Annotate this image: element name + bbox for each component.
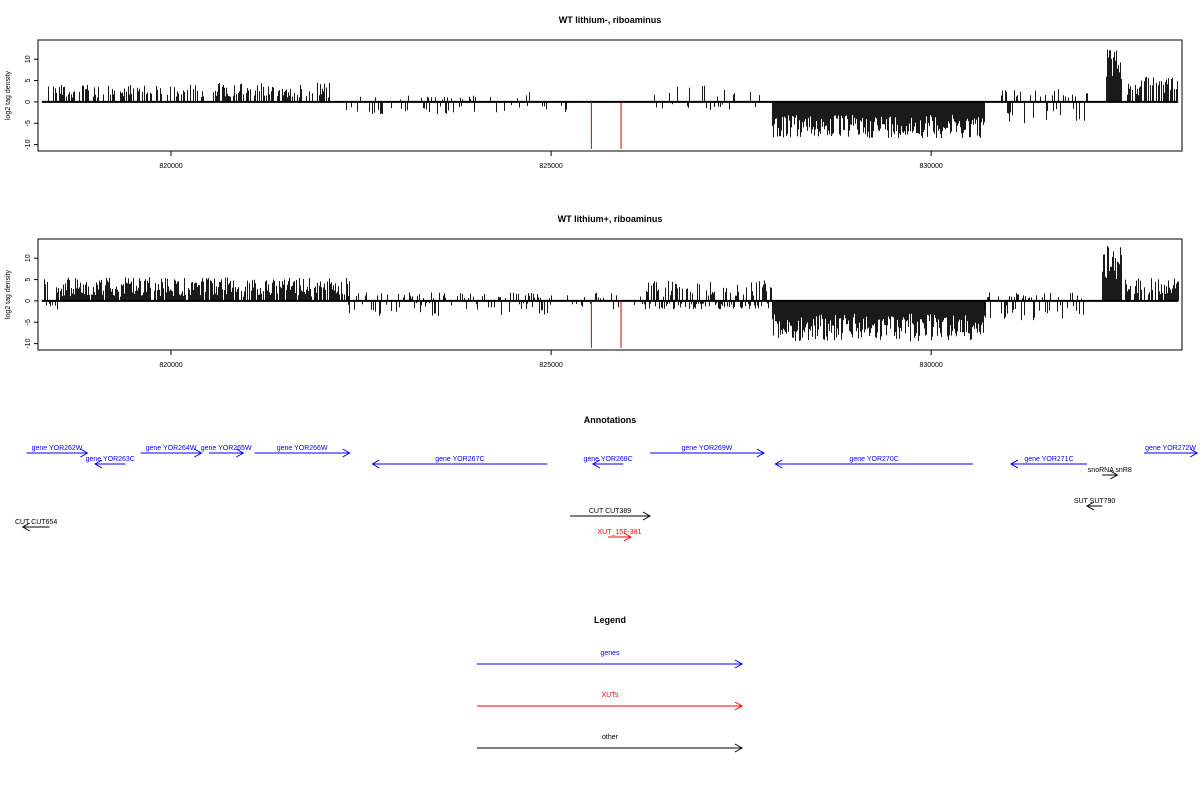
- legend-item: XUTs: [477, 692, 744, 711]
- density-panel: WT lithium+, riboaminus log2 tag density 1…: [5, 214, 1183, 369]
- density-bars: [48, 49, 1178, 139]
- feature-label: XUT_15F-381: [598, 529, 642, 536]
- feature-label: gene YOR272W: [1145, 445, 1196, 452]
- arrow-head: [734, 743, 744, 753]
- legend-item: other: [477, 734, 744, 753]
- feature-label: gene YOR265W: [201, 445, 252, 452]
- arrow-head: [21, 522, 31, 532]
- arrow-head: [80, 448, 89, 458]
- density-panel: WT lithium-, riboaminus log2 tag density 1…: [5, 15, 1183, 170]
- y-tick-label: 10: [25, 254, 32, 262]
- feature-label: CUT CUT654: [15, 519, 57, 526]
- arrow-head: [591, 459, 601, 469]
- y-tick-label: -5: [25, 319, 32, 325]
- y-tick-label: -10: [25, 338, 32, 348]
- y-tick-label: 5: [25, 79, 32, 83]
- feature-gene: gene YOR265W: [201, 445, 252, 458]
- feature-label: snoRNA snR8: [1088, 467, 1132, 474]
- arrow-head: [342, 448, 351, 458]
- plot-frame: [37, 39, 1183, 152]
- legend-item: genes: [477, 650, 744, 669]
- arrow-head: [642, 511, 651, 521]
- x-tick-label: 825000: [539, 362, 562, 369]
- feature-gene: gene YOR267C: [371, 456, 548, 469]
- x-tick-label: 820000: [159, 362, 182, 369]
- legend: Legend genes XUTs other: [477, 615, 744, 753]
- arrow-head: [235, 448, 245, 458]
- feature-gene: gene YOR272W: [1143, 445, 1199, 458]
- arrow-head: [756, 448, 765, 458]
- feature-label: gene YOR262W: [32, 445, 83, 452]
- feature-gene: gene YOR263C: [86, 456, 135, 469]
- feature-label: CUT CUT389: [589, 508, 631, 515]
- feature-gene: gene YOR268C: [583, 456, 633, 469]
- arrow-head: [194, 448, 203, 458]
- x-tick-label: 830000: [919, 362, 942, 369]
- y-tick-label: 0: [25, 299, 32, 303]
- feature-label: gene YOR266W: [277, 445, 328, 452]
- arrow-head: [371, 459, 380, 469]
- arrow-head: [1085, 501, 1095, 511]
- y-axis-label: log2 tag density: [5, 70, 12, 120]
- feature-other: CUT CUT389: [570, 508, 651, 521]
- annotations-title: Annotations: [584, 415, 637, 425]
- feature-gene: gene YOR266W: [254, 445, 351, 458]
- arrow-head: [1189, 448, 1199, 458]
- arrow-head: [734, 701, 744, 711]
- arrow-head: [734, 659, 744, 669]
- plot-frame: [37, 238, 1183, 351]
- legend-label: XUTs: [602, 692, 619, 699]
- feature-xut: XUT_15F-381: [598, 529, 642, 542]
- feature-other: SUT SUT790: [1074, 498, 1116, 511]
- y-tick-label: -10: [25, 139, 32, 149]
- density-bars: [44, 245, 1179, 342]
- feature-label: gene YOR264W: [146, 445, 197, 452]
- panel-title: WT lithium+, riboaminus: [558, 214, 663, 224]
- arrow-head: [623, 532, 632, 542]
- feature-gene: gene YOR270C: [774, 456, 973, 469]
- feature-label: gene YOR267C: [435, 456, 484, 463]
- feature-gene: gene YOR264W: [140, 445, 203, 458]
- y-tick-label: 0: [25, 100, 32, 104]
- arrow-head: [1009, 459, 1019, 469]
- x-tick-label: 825000: [539, 163, 562, 170]
- x-tick-label: 830000: [919, 163, 942, 170]
- feature-label: gene YOR268C: [583, 456, 632, 463]
- feature-label: gene YOR263C: [86, 456, 135, 463]
- feature-other: snoRNA snR8: [1088, 467, 1132, 480]
- feature-other: CUT CUT654: [15, 519, 57, 532]
- y-tick-label: 5: [25, 278, 32, 282]
- density-panels: WT lithium-, riboaminus log2 tag density 1…: [5, 15, 1183, 369]
- feature-gene: gene YOR269W: [649, 445, 765, 458]
- arrow-head: [1110, 470, 1119, 480]
- feature-label: gene YOR271C: [1024, 456, 1073, 463]
- y-axis-label: log2 tag density: [5, 269, 12, 319]
- x-tick-label: 820000: [159, 163, 182, 170]
- feature-gene: gene YOR271C: [1009, 456, 1087, 469]
- legend-label: other: [602, 734, 619, 741]
- arrow-head: [94, 459, 103, 469]
- y-tick-label: 10: [25, 55, 32, 63]
- legend-label: genes: [600, 650, 620, 657]
- feature-label: gene YOR270C: [849, 456, 898, 463]
- feature-label: SUT SUT790: [1074, 498, 1116, 505]
- legend-title: Legend: [594, 615, 626, 625]
- panel-title: WT lithium-, riboaminus: [559, 15, 662, 25]
- y-tick-label: -5: [25, 120, 32, 126]
- feature-gene: gene YOR262W: [26, 445, 89, 458]
- arrow-head: [774, 459, 783, 469]
- feature-label: gene YOR269W: [681, 445, 732, 452]
